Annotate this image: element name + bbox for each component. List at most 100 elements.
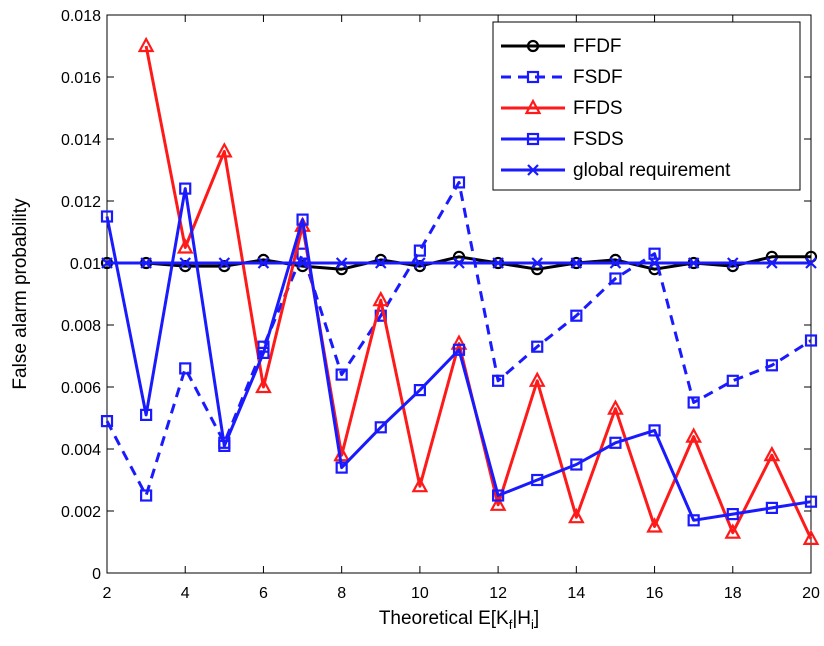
marker [179, 182, 192, 195]
series-line [105, 180, 812, 497]
x-tick-label: 14 [567, 585, 585, 602]
marker [687, 257, 700, 269]
marker [526, 70, 540, 84]
marker [726, 260, 739, 273]
marker [452, 343, 466, 356]
marker [452, 176, 466, 189]
marker [524, 98, 542, 115]
y-tick-label: 0.002 [61, 504, 101, 521]
marker [687, 396, 700, 409]
marker [335, 368, 348, 381]
marker [453, 257, 465, 269]
marker [218, 257, 231, 269]
marker [296, 257, 309, 269]
y-tick-label: 0.004 [61, 442, 101, 459]
x-tick-label: 6 [259, 585, 268, 602]
marker [414, 257, 426, 269]
marker [805, 257, 817, 269]
marker [375, 257, 387, 269]
marker [648, 257, 661, 269]
marker [766, 257, 778, 269]
x-tick-label: 16 [646, 585, 664, 602]
x-axis-label-subscript: f [509, 617, 513, 632]
y-tick-label: 0.018 [61, 8, 101, 25]
marker [526, 132, 540, 146]
marker [179, 362, 192, 375]
marker [567, 507, 585, 524]
marker [687, 514, 700, 527]
marker [374, 421, 387, 434]
marker [527, 164, 539, 176]
legend-box [492, 21, 801, 191]
marker [411, 476, 429, 493]
marker [570, 257, 583, 269]
marker [570, 309, 583, 322]
marker [335, 461, 348, 474]
marker [727, 257, 739, 269]
marker [765, 359, 778, 372]
legend-entry: FSDS [501, 129, 624, 150]
marker [685, 427, 703, 443]
y-tick-label: 0.01 [70, 256, 101, 273]
x-axis-label-part: |H [512, 608, 531, 629]
x-tick-label: 12 [489, 585, 507, 602]
marker [218, 260, 231, 273]
marker [179, 260, 192, 273]
legend-entry: FFDF [501, 36, 622, 57]
marker [726, 508, 739, 521]
x-axis-label-subscript: i [531, 617, 534, 632]
y-tick-label: 0.006 [61, 380, 101, 397]
marker [648, 247, 661, 260]
legend-label: FSDS [573, 129, 624, 150]
marker [100, 210, 114, 223]
marker [413, 244, 426, 257]
marker [140, 408, 153, 421]
marker [609, 257, 622, 269]
marker [609, 436, 622, 449]
marker [531, 340, 544, 353]
marker [609, 272, 622, 285]
x-axis-label-part: ] [534, 608, 539, 629]
x-tick-label: 20 [802, 585, 820, 602]
x-axis-label-part: Theoretical E[K [379, 608, 509, 629]
marker [489, 495, 507, 511]
x-tick-label: 10 [411, 585, 429, 602]
marker [374, 253, 387, 266]
y-tick-label: 0.008 [61, 318, 101, 335]
legend-entry: FFDS [501, 98, 623, 119]
marker [413, 260, 426, 273]
marker [609, 253, 622, 266]
marker [726, 374, 739, 387]
marker [526, 39, 540, 53]
legend-label: FSDF [573, 67, 623, 88]
marker [335, 257, 348, 269]
marker [804, 495, 818, 508]
marker [218, 439, 231, 452]
marker [607, 399, 624, 415]
marker [646, 517, 663, 533]
marker [492, 489, 505, 502]
y-axis-label: False alarm probability [10, 198, 31, 390]
legend-label: global requirement [573, 160, 731, 181]
marker [140, 257, 152, 269]
marker [257, 346, 270, 359]
marker [763, 445, 781, 462]
marker [100, 415, 114, 428]
marker [492, 374, 505, 387]
marker [492, 257, 504, 269]
marker [413, 384, 426, 397]
marker [296, 213, 309, 226]
marker [372, 290, 390, 307]
series-line [105, 187, 812, 522]
marker [528, 371, 546, 387]
x-tick-label: 18 [724, 585, 742, 602]
legend-label: FFDS [573, 98, 623, 119]
marker [101, 257, 113, 269]
marker [804, 334, 818, 347]
marker [531, 257, 543, 269]
legend-label: FFDF [573, 36, 622, 57]
y-tick-label: 0.012 [61, 194, 101, 211]
y-tick-label: 0.016 [61, 70, 101, 87]
